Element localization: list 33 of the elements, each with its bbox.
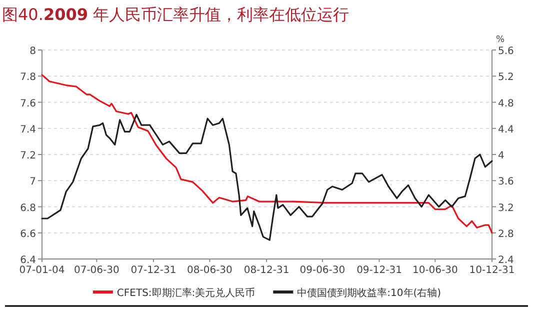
x-tick-label: 10-06-30 xyxy=(412,265,458,276)
y2-tick-label: 4.4 xyxy=(498,124,514,136)
x-tick-label: 10-12-31 xyxy=(469,265,515,276)
y-tick-label: 7 xyxy=(30,176,36,188)
x-tick-label: 07-12-31 xyxy=(130,265,176,276)
x-tick-label: 09-06-30 xyxy=(300,265,346,276)
legend-label: 中债国债到期收益率:10年(右轴) xyxy=(297,287,442,299)
x-tick-label: 07-06-30 xyxy=(74,265,120,276)
line-series xyxy=(41,74,493,234)
y-tick-label: 6.8 xyxy=(20,202,36,214)
x-tick-label: 09-12-31 xyxy=(356,265,402,276)
y2-tick-label: 2.8 xyxy=(498,228,514,240)
y2-tick-label: 3.6 xyxy=(498,176,514,188)
y-tick-label: 6.4 xyxy=(20,255,36,266)
y2-tick-label: 5.6 xyxy=(498,46,514,57)
y-tick-label: 7.6 xyxy=(20,98,36,110)
chart-title: 图40.2009 年人民币汇率升值，利率在低位运行 xyxy=(2,5,350,24)
y-tick-label: 7.4 xyxy=(20,124,36,136)
y-tick-label: 6.6 xyxy=(20,228,36,240)
x-tick-label: 08-12-31 xyxy=(244,265,290,276)
y-tick-label: 7.2 xyxy=(20,150,36,162)
y-tick-label: 8 xyxy=(30,46,36,57)
y2-tick-label: 4.8 xyxy=(498,98,514,110)
y2-tick-label: 5.2 xyxy=(498,72,514,84)
y2-tick-label: 2.4 xyxy=(498,255,514,266)
x-tick-label: 08-06-30 xyxy=(187,265,232,276)
y2-tick-label: 3.2 xyxy=(498,202,514,214)
y2-tick-label: 4 xyxy=(498,150,504,162)
line-series xyxy=(41,114,493,241)
x-tick-label: 07-01-04 xyxy=(19,265,65,276)
y2-axis-title: % xyxy=(496,35,505,45)
legend-label: CFETS:即期汇率:美元兑人民币 xyxy=(116,287,256,299)
y-tick-label: 7.8 xyxy=(20,72,36,84)
